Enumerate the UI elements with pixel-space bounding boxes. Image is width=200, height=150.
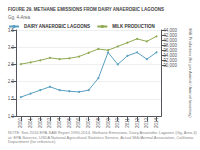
svg-text:38,000: 38,000 <box>163 43 177 48</box>
svg-text:42,000: 42,000 <box>163 33 177 38</box>
svg-text:MILK PRODUCTION: MILK PRODUCTION <box>112 24 155 29</box>
svg-text:2004: 2004 <box>57 118 62 129</box>
svg-text:34,000: 34,000 <box>163 53 177 58</box>
svg-text:3.5: 3.5 <box>8 28 15 33</box>
svg-text:2005: 2005 <box>67 118 72 129</box>
svg-text:30,000: 30,000 <box>163 63 177 68</box>
svg-text:2010: 2010 <box>115 118 120 129</box>
svg-text:44,000: 44,000 <box>163 28 177 33</box>
svg-text:2012: 2012 <box>135 118 140 129</box>
svg-text:at: EPA Sources, USDA National: at: EPA Sources, USDA National Agricultu… <box>8 134 195 140</box>
svg-text:2.5: 2.5 <box>8 62 15 67</box>
svg-text:2001: 2001 <box>28 118 33 129</box>
svg-text:Department (for reference).: Department (for reference). <box>8 139 56 144</box>
svg-text:2007: 2007 <box>86 118 91 129</box>
svg-text:2013: 2013 <box>144 118 149 129</box>
svg-text:2000: 2000 <box>18 118 23 129</box>
svg-text:36,000: 36,000 <box>163 48 177 53</box>
svg-text:2009: 2009 <box>106 118 111 129</box>
svg-text:NOTE: See 2016 EPA-SAB Report: NOTE: See 2016 EPA-SAB Report 1990-2014.… <box>8 130 198 136</box>
svg-text:40,000: 40,000 <box>163 38 177 43</box>
svg-text:2.0: 2.0 <box>8 79 15 84</box>
svg-text:2014: 2014 <box>154 118 159 129</box>
svg-text:2003: 2003 <box>47 118 52 129</box>
svg-text:1.5: 1.5 <box>8 96 15 101</box>
svg-text:DAIRY ANAEROBIC LAGOONS: DAIRY ANAEROBIC LAGOONS <box>24 24 90 29</box>
svg-text:3.0: 3.0 <box>8 45 15 50</box>
svg-text:1.0: 1.0 <box>8 114 15 119</box>
svg-text:2008: 2008 <box>96 118 101 129</box>
svg-text:FIGURE 29. METHANE EMISSIONS F: FIGURE 29. METHANE EMISSIONS FROM DAIRY … <box>8 7 164 12</box>
svg-text:Gg, 4-Area: Gg, 4-Area <box>8 15 31 20</box>
svg-text:2002: 2002 <box>38 118 43 129</box>
svg-text:32,000: 32,000 <box>163 58 177 63</box>
svg-text:2006: 2006 <box>76 118 81 129</box>
svg-text:2011: 2011 <box>125 118 130 128</box>
svg-text:Milk Production (lbs per Anima: Milk Production (lbs per Animal / Animal… <box>188 28 193 118</box>
